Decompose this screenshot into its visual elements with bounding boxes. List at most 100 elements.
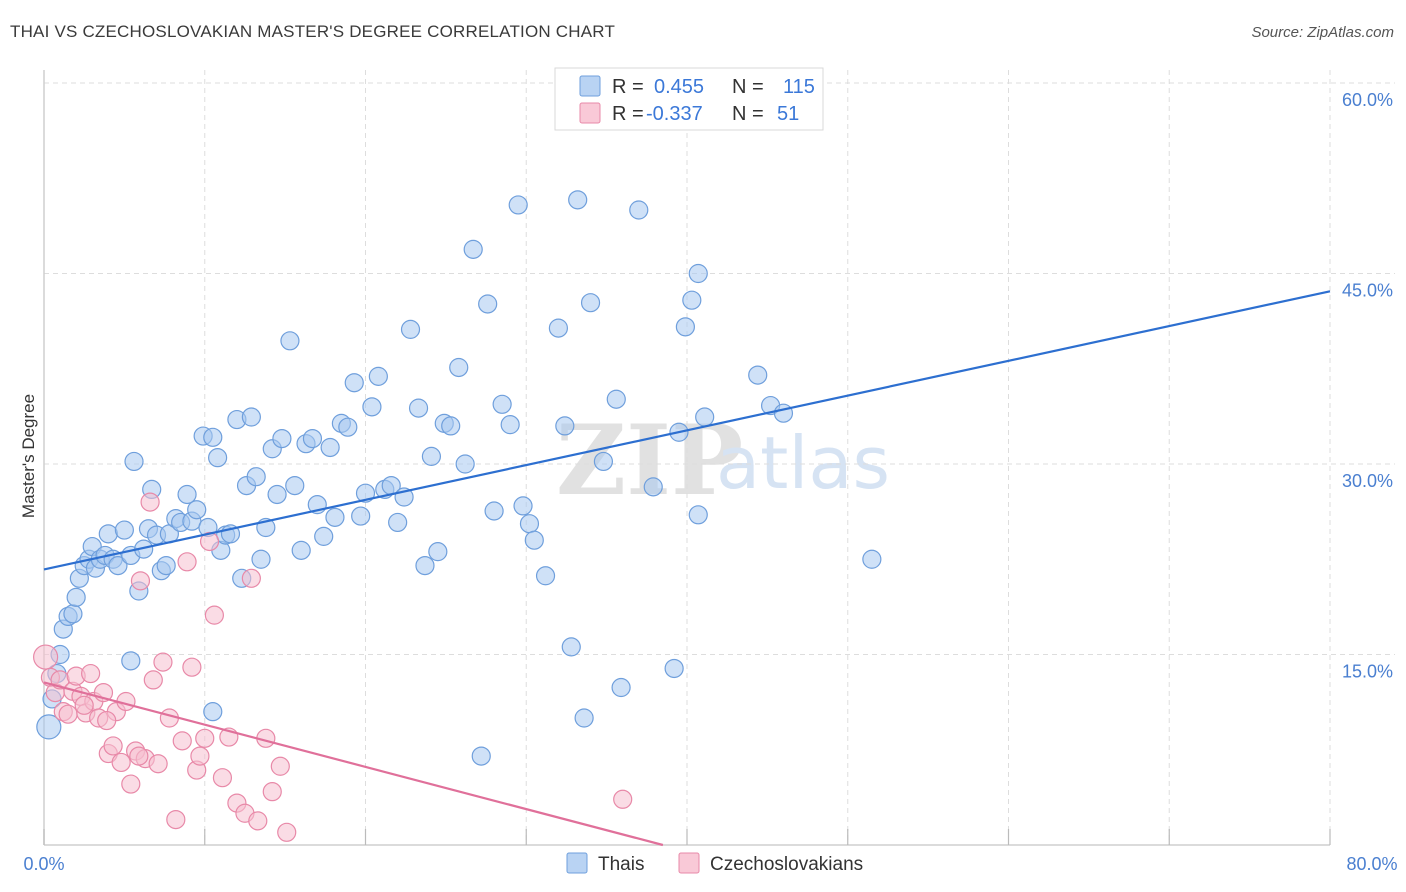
thais-point — [291, 540, 311, 560]
legend-n-value-1: 115 — [783, 76, 815, 98]
thais-trend-line — [43, 290, 1331, 571]
thais-point — [415, 555, 435, 576]
x-tick-label-max: 80.0% — [1346, 854, 1397, 874]
thais-point — [492, 394, 512, 414]
thais-point — [408, 398, 429, 418]
thais-point — [362, 397, 382, 417]
thais-point — [606, 389, 626, 409]
thais-point — [241, 407, 261, 427]
y-axis-title: Master's Degree — [19, 394, 38, 518]
thais-point — [748, 365, 768, 385]
thais-point — [272, 429, 292, 449]
y-tick-label: 45.0% — [1342, 281, 1393, 301]
czechoslovakians-point — [97, 710, 117, 731]
czechoslovakians-point — [195, 728, 215, 748]
thais-point — [36, 714, 62, 740]
czechoslovakians-point — [190, 746, 210, 766]
thais-point — [203, 702, 223, 722]
czechoslovakians-point — [270, 756, 290, 776]
thais-point — [98, 524, 118, 544]
legend-n-label-1: N = — [732, 76, 764, 98]
legend-swatch-czechoslovakians — [579, 102, 601, 124]
thais-point — [664, 658, 684, 679]
thais-point — [108, 555, 128, 576]
x-tick-label-min: 0.0% — [23, 854, 64, 874]
thais-point — [455, 454, 475, 474]
thais-point — [66, 587, 86, 607]
thais-point — [368, 366, 388, 386]
bottom-legend-swatch-thais — [566, 852, 588, 874]
czechoslovakians-point — [153, 652, 173, 672]
y-tick-label: 60.0% — [1342, 90, 1393, 110]
thais-point — [555, 416, 575, 436]
thais-point — [519, 514, 540, 534]
thais-point — [695, 407, 715, 427]
thais-point — [629, 200, 649, 220]
czechoslovakians-point — [172, 731, 192, 751]
thais-point — [568, 190, 588, 210]
thais-point — [773, 403, 794, 423]
thais-point — [208, 448, 228, 468]
legend-r-value-1: 0.455 — [654, 76, 704, 98]
thais-point — [500, 415, 520, 435]
legend-n-value-2: 51 — [777, 103, 799, 125]
czechoslovakians-point — [204, 605, 224, 625]
thais-point — [484, 501, 504, 521]
czechoslovakians-point — [130, 571, 151, 591]
thais-point — [682, 290, 702, 310]
thais-point — [428, 542, 448, 562]
thais-point — [355, 483, 376, 503]
thais-point — [338, 417, 358, 437]
legend-r-label-2: R = — [612, 103, 644, 125]
chart-title: THAI VS CZECHOSLOVAKIAN MASTER'S DEGREE … — [10, 22, 616, 41]
thais-point — [471, 746, 491, 766]
thais-point — [675, 317, 695, 337]
thais-point — [285, 475, 305, 496]
czechoslovakians-point — [248, 811, 268, 831]
thais-point — [351, 506, 371, 526]
czechoslovakians-point — [212, 768, 233, 788]
source-credit: Source: ZipAtlas.com — [1251, 24, 1394, 41]
thais-point — [156, 555, 176, 576]
czechoslovakians-point — [241, 568, 261, 588]
thais-point — [441, 416, 461, 436]
thais-point — [267, 484, 287, 505]
thais-point — [280, 331, 300, 351]
thais-point — [561, 637, 581, 657]
series-legend: Thais Czechoslovakians — [566, 852, 863, 875]
thais-point — [513, 496, 533, 516]
y-tick-label: 30.0% — [1342, 471, 1393, 491]
thais-point — [508, 195, 528, 215]
czechoslovakians-trend-line — [43, 681, 664, 847]
thais-point — [580, 293, 601, 313]
series-thais-points — [36, 190, 882, 766]
thais-point — [524, 530, 544, 550]
thais-point — [643, 477, 663, 497]
thais-point — [574, 708, 594, 728]
thais-point — [325, 507, 345, 527]
correlation-legend: R = 0.455 N = 115 R = -0.337 N = 51 — [554, 67, 824, 131]
thais-point — [400, 319, 421, 339]
thais-point — [320, 437, 340, 458]
czechoslovakians-point — [182, 657, 202, 677]
thais-point — [251, 549, 271, 569]
thais-point — [344, 373, 364, 393]
thais-point — [688, 263, 708, 284]
trend-lines — [43, 290, 1331, 847]
bottom-legend-label-thais: Thais — [598, 854, 644, 875]
czechoslovakians-point — [199, 531, 220, 552]
bottom-legend-swatch-czechoslovakians — [678, 852, 700, 874]
thais-point — [203, 427, 223, 447]
czechoslovakians-point — [33, 644, 59, 670]
czechoslovakians-point — [58, 704, 78, 724]
legend-r-label-1: R = — [612, 76, 644, 98]
czechoslovakians-point — [148, 754, 168, 774]
thais-point — [63, 604, 83, 624]
thais-point — [862, 549, 882, 569]
thais-point — [688, 505, 708, 525]
legend-n-label-2: N = — [732, 103, 764, 125]
thais-point — [246, 467, 266, 487]
czechoslovakians-point — [140, 492, 160, 512]
thais-point — [421, 446, 442, 466]
